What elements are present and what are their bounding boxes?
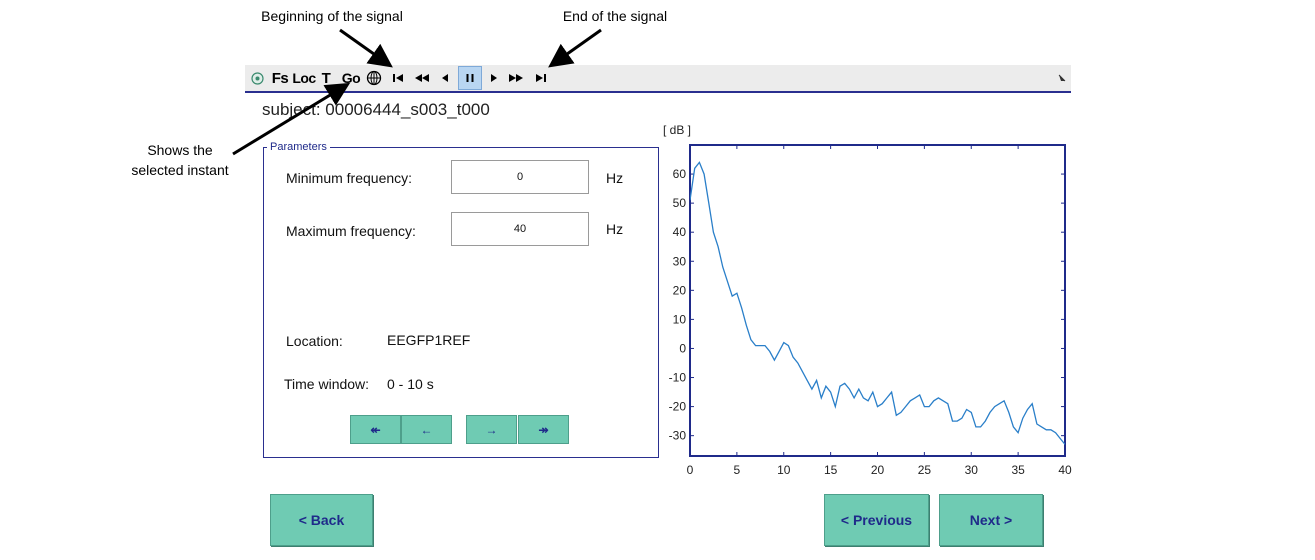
toolbar-grip-icon[interactable] (1057, 65, 1067, 91)
go-to-start-icon[interactable] (391, 65, 405, 91)
y-tick-label: 0 (679, 341, 686, 355)
min-frequency-label: Minimum frequency: (286, 170, 413, 186)
back-button[interactable]: < Back (270, 494, 373, 546)
arrow-end (548, 28, 602, 68)
annotation-beginning-of-signal: Beginning of the signal (261, 8, 403, 24)
min-frequency-field[interactable] (451, 160, 589, 194)
pause-icon[interactable] (458, 66, 482, 90)
y-tick-label: 50 (673, 196, 687, 210)
x-tick-label: 30 (965, 463, 979, 477)
fast-forward-icon[interactable] (507, 65, 525, 91)
fast-rewind-icon[interactable] (413, 65, 431, 91)
y-tick-label: 30 (673, 254, 687, 268)
y-tick-label: 10 (673, 312, 687, 326)
min-frequency-unit: Hz (606, 170, 624, 186)
y-tick-label: -20 (669, 400, 687, 414)
annotation-selected-instant-line2: selected instant (131, 162, 229, 178)
y-tick-label: 20 (673, 283, 687, 297)
x-tick-label: 15 (824, 463, 838, 477)
x-tick-label: 10 (777, 463, 791, 477)
plot-frame (689, 144, 1066, 457)
x-tick-label: 40 (1058, 463, 1072, 477)
y-tick-label: -10 (669, 371, 687, 385)
head-map-icon[interactable] (365, 65, 383, 91)
annotation-end-of-signal: End of the signal (562, 8, 668, 24)
y-tick-label: -30 (669, 429, 687, 443)
arrow-beginning (339, 28, 393, 68)
toolbar: Fs Loc T Go (245, 65, 1071, 93)
go-button[interactable]: Go (341, 70, 361, 86)
step-forward-icon[interactable] (488, 65, 500, 91)
window-last-button[interactable]: ↠ (518, 415, 569, 444)
t-button[interactable]: T (321, 69, 331, 87)
app-logo-icon[interactable] (249, 65, 265, 91)
power-spectrum-chart: [ dB ] -30 -20 -10 0 10 20 30 40 50 60 0 5 10 15 20 25 30… (663, 123, 1072, 477)
y-axis-label: [ dB ] (663, 123, 691, 137)
x-tick-label: 5 (734, 463, 741, 477)
next-button[interactable]: Next > (939, 494, 1043, 546)
loc-button[interactable]: Loc (292, 70, 316, 86)
y-tick-label: 40 (673, 225, 687, 239)
location-label: Location: (286, 333, 343, 349)
parameters-panel-title: Parameters (267, 141, 330, 153)
fs-button[interactable]: Fs (271, 69, 289, 87)
go-to-end-icon[interactable] (534, 65, 548, 91)
window-previous-button[interactable]: ← (401, 415, 452, 444)
annotation-selected-instant-line1: Shows the (147, 142, 213, 158)
x-tick-label: 25 (918, 463, 932, 477)
window-first-button[interactable]: ↞ (350, 415, 401, 444)
time-window-value: 0 - 10 s (387, 376, 434, 392)
time-window-label: Time window: (284, 376, 370, 392)
max-frequency-label: Maximum frequency: (286, 223, 416, 239)
parameters-panel (263, 147, 659, 458)
x-tick-label: 20 (871, 463, 885, 477)
previous-button[interactable]: < Previous (824, 494, 929, 546)
max-frequency-unit: Hz (606, 221, 624, 237)
step-back-icon[interactable] (439, 65, 451, 91)
y-tick-label: 60 (673, 167, 687, 181)
x-tick-label: 0 (687, 463, 694, 477)
location-value: EEGFP1REF (387, 332, 471, 348)
max-frequency-field[interactable] (451, 212, 589, 246)
window-next-button[interactable]: → (466, 415, 517, 444)
spectrum-line-0 (690, 161, 1065, 445)
x-tick-label: 35 (1011, 463, 1025, 477)
subject-label: subject: 00006444_s003_t000 (262, 100, 490, 119)
